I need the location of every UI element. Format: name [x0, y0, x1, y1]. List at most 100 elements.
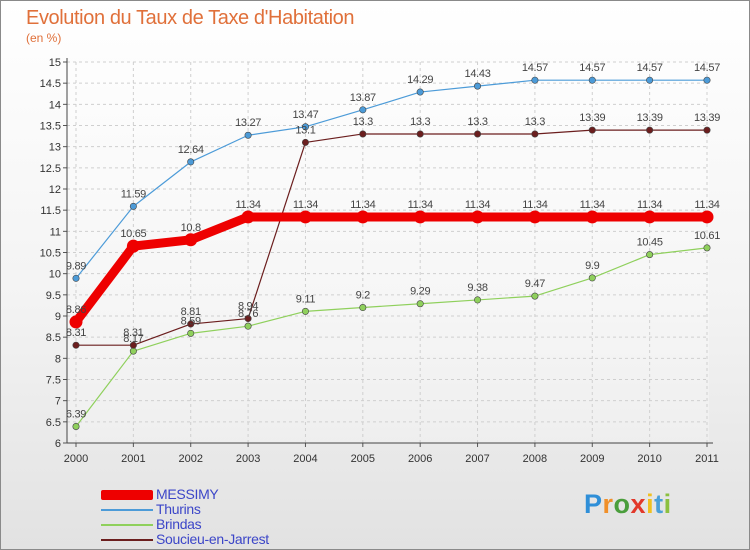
data-label-messimy: 11.34 — [637, 199, 662, 211]
data-label-thurins: 14.57 — [522, 62, 548, 74]
data-label-brindas: 9.47 — [525, 278, 545, 290]
data-point-messimy — [126, 239, 140, 253]
data-point-soucieu-en-jarrest — [129, 341, 137, 349]
data-point-thurins — [588, 76, 596, 84]
data-label-messimy: 10.8 — [181, 222, 201, 234]
legend-item-soucieu-en-jarrest: Soucieu-en-Jarrest — [101, 531, 401, 547]
data-point-soucieu-en-jarrest — [703, 126, 711, 134]
data-label-soucieu-en-jarrest: 13.39 — [579, 112, 605, 124]
data-label-brindas: 10.61 — [694, 230, 720, 242]
data-point-brindas — [531, 292, 539, 300]
chart-subtitle: (en %) — [26, 31, 62, 45]
y-tick-label: 9.5 — [46, 290, 61, 302]
logo-letter: t — [654, 489, 664, 519]
legend-item-brindas: Brindas — [101, 516, 401, 532]
data-label-soucieu-en-jarrest: 8.94 — [238, 301, 258, 313]
data-label-thurins: 11.59 — [121, 188, 146, 200]
x-tick-label: 2010 — [637, 453, 661, 465]
legend-swatch-messimy — [101, 489, 153, 500]
data-label-brindas: 10.45 — [637, 237, 663, 249]
series-line-soucieu-en-jarrest — [75, 129, 708, 346]
data-point-thurins — [474, 82, 482, 90]
data-point-thurins — [703, 76, 711, 84]
data-label-messimy: 11.34 — [408, 199, 433, 211]
x-tick-label: 2011 — [695, 453, 719, 465]
data-label-soucieu-en-jarrest: 13.1 — [295, 124, 315, 136]
legend: MESSIMY Thurins Brindas Soucieu-en-Jarre… — [101, 486, 401, 547]
data-point-soucieu-en-jarrest — [646, 126, 654, 134]
data-point-soucieu-en-jarrest — [474, 130, 482, 138]
y-tick-label: 6.5 — [46, 417, 61, 429]
data-label-soucieu-en-jarrest: 8.81 — [181, 306, 201, 318]
data-point-brindas — [301, 307, 309, 315]
series-line-brindas — [75, 247, 708, 428]
data-label-messimy: 11.34 — [293, 199, 318, 211]
data-point-thurins — [129, 202, 137, 210]
data-point-thurins — [244, 131, 252, 139]
data-label-soucieu-en-jarrest: 13.39 — [637, 112, 663, 124]
legend-label-thurins: Thurins — [156, 501, 201, 517]
legend-label-messimy: MESSIMY — [156, 486, 219, 502]
data-label-brindas: 9.9 — [585, 260, 600, 272]
data-point-brindas — [72, 422, 80, 430]
y-tick-label: 10.5 — [40, 248, 61, 260]
data-point-messimy — [298, 210, 312, 224]
logo-letter: i — [646, 489, 655, 519]
legend-swatch-soucieu-en-jarrest — [101, 538, 153, 541]
y-tick-label: 8.5 — [46, 332, 61, 344]
legend-item-messimy: MESSIMY — [101, 486, 401, 502]
data-point-thurins — [72, 274, 80, 282]
y-tick-label: 14.5 — [40, 78, 61, 90]
data-point-messimy — [413, 210, 427, 224]
data-point-thurins — [359, 106, 367, 114]
x-tick-label: 2009 — [580, 453, 604, 465]
data-point-soucieu-en-jarrest — [72, 341, 80, 349]
data-point-thurins — [187, 158, 195, 166]
data-label-brindas: 9.11 — [296, 293, 316, 305]
data-point-messimy — [241, 210, 255, 224]
data-label-messimy: 11.34 — [580, 199, 605, 211]
data-label-brindas: 8.76 — [238, 308, 258, 320]
data-label-soucieu-en-jarrest: 13.3 — [467, 116, 487, 128]
data-point-soucieu-en-jarrest — [359, 130, 367, 138]
data-label-thurins: 14.57 — [637, 62, 663, 74]
data-point-brindas — [359, 304, 367, 312]
data-label-thurins: 14.43 — [465, 68, 491, 80]
x-tick-label: 2000 — [64, 453, 88, 465]
y-tick-label: 14 — [49, 99, 61, 111]
legend-item-thurins: Thurins — [101, 501, 401, 517]
data-label-thurins: 13.27 — [235, 117, 261, 129]
logo-letter: x — [630, 489, 647, 519]
data-point-soucieu-en-jarrest — [187, 320, 195, 328]
data-label-thurins: 13.87 — [350, 92, 376, 104]
series-line-thurins — [75, 79, 708, 279]
data-point-brindas — [646, 251, 654, 259]
data-point-soucieu-en-jarrest — [301, 138, 309, 146]
y-tick-label: 9 — [55, 311, 61, 323]
data-point-soucieu-en-jarrest — [416, 130, 424, 138]
data-label-thurins: 13.47 — [292, 109, 318, 121]
data-label-messimy: 11.34 — [465, 199, 490, 211]
y-tick-label: 15 — [49, 57, 61, 69]
data-point-messimy — [471, 210, 485, 224]
legend-swatch-thurins — [101, 508, 153, 511]
data-point-messimy — [69, 315, 83, 329]
data-label-thurins: 9.89 — [66, 260, 86, 272]
data-point-soucieu-en-jarrest — [588, 126, 596, 134]
x-tick-label: 2002 — [178, 453, 202, 465]
y-tick-label: 12.5 — [40, 163, 61, 175]
data-label-soucieu-en-jarrest: 13.3 — [410, 116, 430, 128]
data-label-messimy: 10.65 — [120, 228, 146, 240]
x-tick-label: 2003 — [236, 453, 260, 465]
data-point-messimy — [184, 233, 198, 247]
legend-label-soucieu-en-jarrest: Soucieu-en-Jarrest — [156, 531, 269, 547]
data-point-thurins — [416, 88, 424, 96]
y-tick-label: 11 — [50, 226, 61, 238]
data-label-thurins: 14.29 — [407, 74, 433, 86]
data-point-thurins — [531, 76, 539, 84]
data-point-messimy — [700, 210, 714, 224]
data-label-messimy: 11.34 — [694, 199, 719, 211]
data-label-soucieu-en-jarrest: 8.31 — [123, 327, 143, 339]
data-label-brindas: 9.2 — [356, 290, 371, 302]
